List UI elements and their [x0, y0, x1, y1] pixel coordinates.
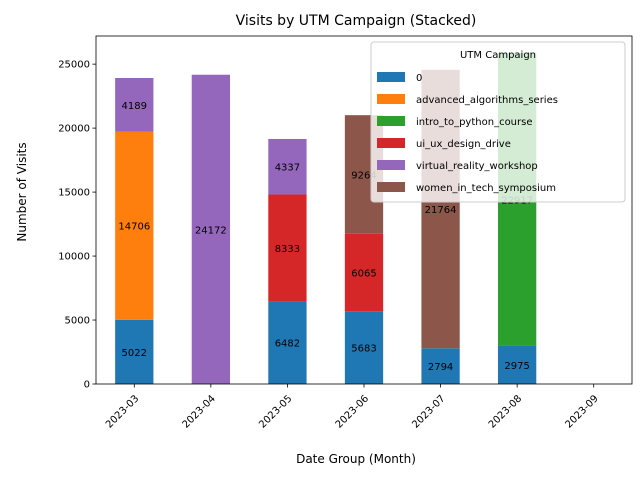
y-tick-label: 25000	[58, 60, 90, 71]
y-axis: 0 5000 10000 15000 20000 25000	[58, 60, 96, 391]
x-tick-label: 2023-04	[181, 393, 218, 430]
legend-swatch	[377, 138, 405, 148]
legend-entry-label: advanced_algorithms_series	[416, 95, 558, 106]
legend-swatch	[377, 116, 405, 126]
x-axis-label: Date Group (Month)	[296, 452, 416, 466]
bar-value-label: 9264	[351, 170, 376, 181]
bar-value-label: 24172	[195, 225, 227, 236]
legend-swatch	[377, 72, 405, 82]
bar-value-label: 14706	[118, 222, 150, 233]
chart-title: Visits by UTM Campaign (Stacked)	[236, 13, 477, 29]
y-tick-label: 20000	[58, 124, 90, 135]
bar-value-label: 6482	[275, 339, 300, 350]
legend-entry-label: ui_ux_design_drive	[416, 139, 511, 150]
x-tick-label: 2023-03	[104, 393, 141, 430]
bar-segment	[344, 311, 384, 384]
legend: UTM Campaign 0 advanced_algorithms_seriesi…	[370, 41, 626, 203]
bar-segment	[268, 138, 307, 195]
bar-value-label: 8333	[275, 244, 300, 255]
x-tick-label: 2023-07	[410, 393, 447, 430]
legend-swatch	[377, 94, 405, 104]
bar-value-label: 2794	[428, 362, 453, 373]
y-tick-label: 15000	[58, 188, 90, 199]
bar-value-label: 5683	[351, 344, 376, 355]
bar-segment	[115, 78, 154, 132]
bar-value-label: 4337	[275, 163, 300, 174]
bar-segment	[268, 301, 307, 384]
bar-value-label: 21764	[425, 205, 457, 216]
bar-value-label: 2975	[504, 361, 529, 372]
bar-value-label: 4189	[122, 101, 147, 112]
y-tick-label: 5000	[65, 316, 90, 327]
x-tick-label: 2023-05	[257, 393, 294, 430]
bar-segment	[268, 194, 307, 302]
bar-segment	[115, 131, 154, 320]
y-tick-label: 0	[84, 380, 90, 391]
legend-title: UTM Campaign	[460, 50, 536, 61]
x-axis: 2023-03 2023-04 2023-05 2023-06 2023-07 2023-…	[104, 384, 601, 431]
bar-segment	[344, 233, 384, 312]
x-tick-label: 2023-06	[334, 393, 371, 430]
legend-swatch	[377, 182, 405, 192]
y-axis-label: Number of Visits	[15, 142, 29, 241]
legend-entry-label: women_in_tech_symposium	[416, 183, 556, 194]
legend-swatch	[377, 160, 405, 170]
x-tick-label: 2023-08	[487, 393, 524, 430]
legend-entry-label: virtual_reality_workshop	[416, 161, 538, 172]
x-tick-label: 2023-09	[563, 393, 600, 430]
y-tick-label: 10000	[58, 252, 90, 263]
bar-segment	[191, 74, 230, 384]
legend-box	[370, 41, 626, 203]
legend-entry-label: intro_to_python_course	[416, 117, 533, 128]
bar-segment	[498, 345, 537, 384]
bar-value-label: 5022	[122, 348, 147, 359]
bar-segment	[115, 319, 154, 384]
bar-segment	[421, 348, 460, 384]
legend-entry-label: 0	[416, 73, 422, 84]
bar-value-label: 6065	[351, 268, 376, 279]
